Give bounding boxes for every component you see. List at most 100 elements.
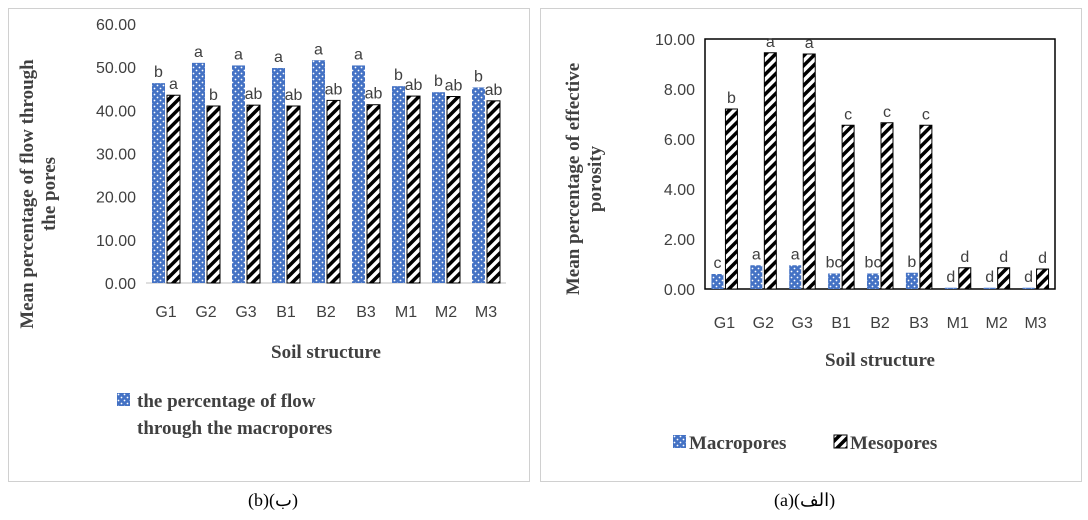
significance-letter: d: [1038, 250, 1047, 267]
legend-label-flow: the percentage of flow: [137, 391, 316, 412]
significance-letter: ab: [405, 77, 423, 94]
significance-letter: b: [209, 87, 218, 104]
significance-letter: a: [274, 49, 283, 66]
bar-B1-series-0: [828, 273, 841, 289]
bar-G2-series-1: [206, 105, 221, 284]
significance-letter: b: [727, 90, 736, 107]
x-tick-label: G2: [195, 304, 216, 321]
y-axis-title: Mean percentage of flow through: [17, 59, 38, 329]
significance-letter: d: [1024, 269, 1033, 286]
bar-G3-series-1: [802, 53, 816, 290]
bar-B2-series-0: [867, 273, 879, 289]
y-tick-label: 8.00: [664, 82, 695, 99]
legend-label-mesopores: Mesopores: [850, 433, 937, 454]
bar-M3-series-1: [1036, 268, 1050, 290]
x-tick-label: G3: [792, 315, 813, 332]
bar-B2-series-1: [326, 99, 341, 284]
bar-M1-series-1: [406, 95, 421, 284]
legend-swatch-mesopores: [833, 434, 848, 449]
x-tick-label: M2: [435, 304, 457, 321]
x-tick-label: B3: [909, 315, 929, 332]
bar-B1-series-1: [841, 124, 855, 290]
significance-letter: a: [234, 46, 243, 63]
significance-letter: a: [354, 46, 363, 63]
significance-letter: d: [946, 269, 955, 286]
y-tick-label: 2.00: [664, 232, 695, 249]
y-tick-label: 20.00: [96, 190, 136, 207]
x-tick-label: G1: [714, 315, 735, 332]
significance-letter: a: [766, 34, 775, 51]
bar-B2-series-0: [312, 60, 325, 284]
bar-M2-series-1: [446, 96, 461, 284]
significance-letter: a: [314, 41, 323, 58]
significance-letter: b: [434, 73, 443, 90]
x-tick-label: B2: [870, 315, 890, 332]
y-tick-label: 50.00: [96, 60, 136, 77]
x-tick-label: M3: [1024, 315, 1046, 332]
bar-G1-series-0: [711, 274, 724, 289]
x-tick-label: G2: [753, 315, 774, 332]
y-tick-label: 60.00: [96, 17, 136, 34]
x-tick-label: M1: [395, 304, 417, 321]
bar-B1-series-1: [286, 105, 301, 284]
y-tick-label: 30.00: [96, 147, 136, 164]
significance-letter: a: [752, 246, 761, 263]
y-tick-label: 10.00: [655, 32, 695, 49]
caption-a: (a)(الف): [774, 490, 836, 510]
significance-letter: ab: [325, 81, 343, 98]
significance-letter: c: [883, 104, 891, 121]
significance-letter: a: [169, 76, 178, 93]
bar-G1-series-0: [152, 83, 165, 283]
bar-M2-series-1: [997, 267, 1011, 290]
significance-letter: b: [154, 64, 163, 81]
significance-letter: bc: [865, 255, 882, 272]
bar-G1-series-1: [166, 94, 181, 284]
significance-letter: b: [907, 254, 916, 271]
y-tick-label: 4.00: [664, 182, 695, 199]
x-tick-label: G1: [155, 304, 176, 321]
y-axis-title: the pores: [39, 157, 60, 231]
plot-frame: [704, 38, 1056, 290]
bar-M1-series-1: [958, 267, 972, 290]
bar-G2-series-0: [192, 62, 205, 283]
x-axis-title: Soil structure: [825, 350, 935, 371]
bar-G1-series-1: [724, 108, 738, 290]
bar-M3-series-0: [1022, 287, 1035, 289]
x-tick-label: G3: [235, 304, 256, 321]
legend-swatch-macropores: [673, 435, 686, 448]
x-tick-label: B2: [316, 304, 336, 321]
y-tick-label: 0.00: [664, 282, 695, 299]
significance-letter: b: [394, 67, 403, 84]
legend-label-flow: through the macropores: [137, 418, 332, 439]
bar-G3-series-0: [232, 65, 245, 283]
significance-letter: bc: [826, 255, 843, 272]
y-axis-title: Mean percentage of effective: [563, 63, 584, 295]
y-tick-label: 40.00: [96, 103, 136, 120]
chart-panel-flow: 0.00 10.00 20.00 30.00 40.00 50.00 60.00 b a G1 a b…: [8, 8, 530, 482]
significance-letter: ab: [245, 86, 263, 103]
significance-letter: a: [791, 246, 800, 263]
significance-letter: c: [713, 255, 721, 272]
bar-B3-series-1: [366, 104, 381, 284]
bar-B1-series-0: [272, 68, 285, 283]
chart-panel-porosity: 0.00 2.00 4.00 6.00 8.00 10.00 c b G1 a a G2 a a G3 bc c…: [540, 8, 1082, 482]
significance-letter: a: [194, 44, 203, 61]
significance-letter: b: [474, 68, 483, 85]
bar-G3-series-0: [789, 265, 802, 289]
significance-letter: ab: [285, 87, 303, 104]
significance-letter: a: [805, 35, 814, 52]
significance-letter: d: [999, 249, 1008, 266]
y-tick-label: 0.00: [105, 276, 136, 293]
bar-B3-series-0: [352, 65, 365, 283]
legend-swatch-flow: [117, 393, 130, 406]
bar-B3-series-1: [919, 124, 933, 290]
significance-letter: c: [844, 106, 852, 123]
bar-G2-series-1: [763, 52, 777, 290]
bar-B2-series-1: [880, 122, 894, 290]
flow-chart-svg: 0.0010.0020.0030.0040.0050.0060.00baG1ab…: [17, 17, 506, 439]
bar-B3-series-0: [905, 272, 918, 289]
bar-M2-series-0: [983, 287, 996, 289]
x-tick-label: M3: [475, 304, 497, 321]
y-axis-title: porosity: [585, 145, 606, 212]
y-tick-label: 6.00: [664, 132, 695, 149]
